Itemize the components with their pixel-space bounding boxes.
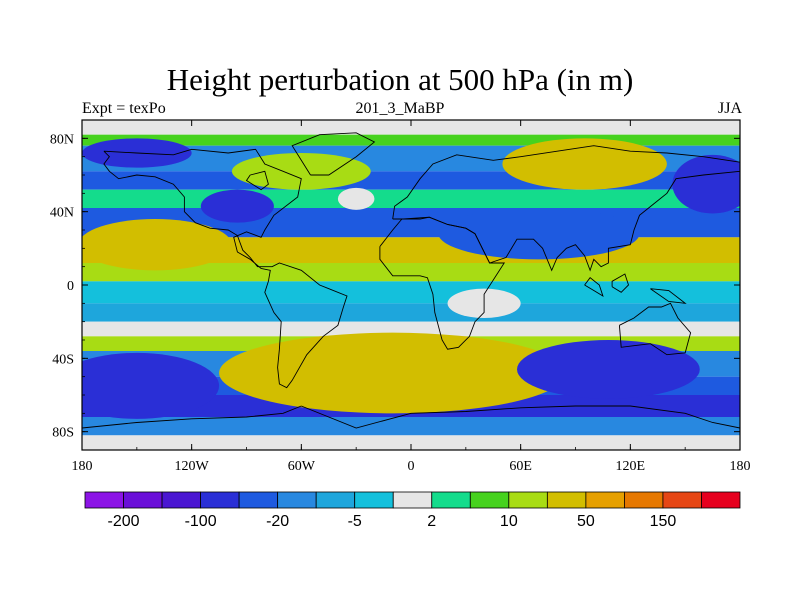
- colorbar-swatch: [354, 491, 394, 509]
- contour-blob: [502, 138, 667, 190]
- colorbar-swatch: [392, 491, 433, 509]
- contour-blob: [517, 340, 700, 399]
- x-axis: 180 120W 60W 0 60E 120E 180: [72, 120, 751, 474]
- coastline: [584, 277, 604, 298]
- contour-band: [82, 120, 740, 135]
- x-tick-label: 180: [730, 459, 751, 474]
- colorbar-swatch: [585, 491, 625, 509]
- coastlines: [82, 132, 740, 450]
- chart-title: Height perturbation at 500 hPa (in m): [166, 62, 634, 97]
- colorbar-label: 10: [500, 513, 518, 530]
- x-tick-label: 0: [408, 459, 415, 474]
- coastline: [379, 216, 506, 350]
- colorbar-label: -200: [108, 513, 140, 530]
- contour-blob: [82, 219, 232, 271]
- y-tick-label: 40N: [50, 206, 74, 221]
- colorbar-label: 150: [650, 513, 677, 530]
- contour-blob: [82, 352, 220, 419]
- colorbar-swatch: [508, 491, 548, 509]
- contour-blob: [438, 208, 640, 260]
- colorbar-label: 50: [577, 513, 595, 530]
- x-tick-label: 180: [72, 459, 93, 474]
- contour-field: [82, 120, 740, 450]
- contour-band: [82, 281, 740, 304]
- x-tick-label: 120E: [616, 459, 646, 474]
- colorbar-label: -5: [348, 513, 362, 530]
- contour-blob: [672, 154, 740, 214]
- contour-blob: [231, 153, 371, 190]
- coastline: [82, 405, 740, 450]
- x-tick-label: 60E: [509, 459, 532, 474]
- coastline: [611, 273, 630, 293]
- x-tick-label: 120W: [175, 459, 210, 474]
- y-tick-label: 0: [67, 279, 74, 294]
- y-tick-label: 40S: [52, 352, 74, 367]
- run-label: 201_3_MaBP: [355, 100, 445, 117]
- colorbar-swatch: [546, 491, 587, 509]
- y-tick-label: 80N: [50, 132, 74, 147]
- coastline: [650, 288, 687, 304]
- colorbar-swatch: [84, 491, 124, 509]
- coastline: [291, 132, 376, 176]
- x-tick-label: 60W: [288, 459, 316, 474]
- colorbar-swatch: [315, 491, 356, 509]
- colorbar: -200 -100 -20 -5 2 10 50 150: [84, 491, 741, 530]
- coastline: [618, 302, 692, 356]
- contour-band: [82, 435, 740, 450]
- y-tick-label: 80S: [52, 426, 74, 441]
- colorbar-label: -20: [266, 513, 289, 530]
- contour-blob: [219, 332, 567, 414]
- coastline: [392, 145, 740, 272]
- contour-band: [82, 303, 740, 322]
- colorbar-swatch: [701, 491, 741, 509]
- experiment-label: Expt = texPo: [82, 100, 166, 117]
- contour-blob: [200, 189, 274, 223]
- colorbar-swatch: [624, 491, 664, 509]
- colorbar-label: 2: [427, 513, 436, 530]
- colorbar-swatch: [277, 491, 317, 509]
- coastline: [103, 148, 348, 389]
- colorbar-swatch: [469, 491, 510, 509]
- colorbar-swatch: [238, 491, 279, 509]
- colorbar-swatch: [123, 491, 163, 509]
- colorbar-swatch: [161, 491, 201, 509]
- contour-band: [82, 263, 740, 282]
- coastline: [245, 170, 269, 191]
- contour-band: [82, 321, 740, 337]
- contour-band: [82, 417, 740, 436]
- colorbar-swatch: [662, 491, 702, 509]
- season-label: JJA: [717, 100, 742, 117]
- colorbar-label: -100: [185, 513, 217, 530]
- colorbar-swatch: [200, 491, 240, 509]
- y-axis: 80N 40N 0 40S 80S: [50, 119, 740, 451]
- contour-blob: [337, 187, 375, 210]
- colorbar-swatch: [431, 491, 471, 509]
- contour-band: [82, 134, 740, 146]
